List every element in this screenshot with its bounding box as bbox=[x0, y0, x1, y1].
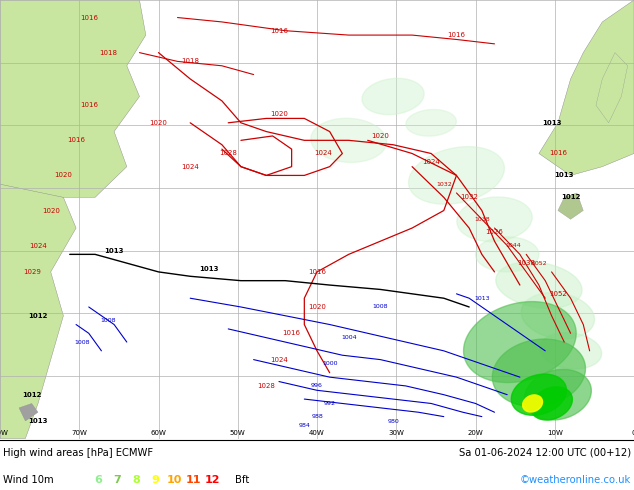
Text: 1016: 1016 bbox=[270, 28, 288, 34]
Text: 1013: 1013 bbox=[555, 172, 574, 178]
Text: 1052: 1052 bbox=[549, 291, 567, 297]
Text: 1016: 1016 bbox=[308, 269, 326, 275]
Polygon shape bbox=[558, 193, 583, 220]
Text: ©weatheronline.co.uk: ©weatheronline.co.uk bbox=[520, 475, 631, 485]
Text: 10: 10 bbox=[167, 475, 182, 485]
Text: 1016: 1016 bbox=[448, 32, 465, 38]
Polygon shape bbox=[522, 395, 543, 412]
Text: 1013: 1013 bbox=[200, 266, 219, 272]
Polygon shape bbox=[457, 197, 532, 242]
Text: 1020: 1020 bbox=[372, 133, 389, 139]
Text: 1013: 1013 bbox=[105, 248, 124, 254]
Text: 1018: 1018 bbox=[99, 49, 117, 56]
Text: 1024: 1024 bbox=[29, 243, 47, 248]
Text: 60W: 60W bbox=[150, 430, 167, 437]
Polygon shape bbox=[493, 339, 585, 407]
Text: 1020: 1020 bbox=[42, 207, 60, 214]
Polygon shape bbox=[0, 0, 146, 197]
Text: 1052: 1052 bbox=[531, 261, 547, 266]
Text: 988: 988 bbox=[311, 414, 323, 419]
Text: 1004: 1004 bbox=[341, 335, 356, 340]
Polygon shape bbox=[540, 333, 602, 369]
Text: 1032: 1032 bbox=[460, 195, 478, 200]
Text: 10W: 10W bbox=[547, 430, 563, 437]
Text: 1029: 1029 bbox=[23, 269, 41, 275]
Text: 20W: 20W bbox=[468, 430, 483, 437]
Text: 30W: 30W bbox=[388, 430, 404, 437]
Polygon shape bbox=[406, 109, 456, 136]
Polygon shape bbox=[311, 118, 387, 162]
Text: 1016: 1016 bbox=[80, 15, 98, 21]
Text: 1008: 1008 bbox=[373, 304, 388, 310]
Text: 7: 7 bbox=[113, 475, 121, 485]
Text: 1020: 1020 bbox=[308, 304, 326, 310]
Text: 1013: 1013 bbox=[29, 418, 48, 424]
Text: 1016: 1016 bbox=[80, 102, 98, 108]
Text: 1013: 1013 bbox=[542, 120, 561, 126]
Polygon shape bbox=[0, 184, 76, 439]
Text: 1024: 1024 bbox=[422, 159, 440, 165]
Text: 1013: 1013 bbox=[474, 295, 489, 301]
Text: 6: 6 bbox=[94, 475, 102, 485]
Text: 1020: 1020 bbox=[55, 172, 72, 178]
Polygon shape bbox=[511, 374, 567, 416]
Text: 1028: 1028 bbox=[219, 150, 237, 156]
Text: 1012: 1012 bbox=[22, 392, 41, 398]
Text: High wind areas [hPa] ECMWF: High wind areas [hPa] ECMWF bbox=[3, 448, 153, 458]
Text: 1016: 1016 bbox=[283, 330, 301, 336]
Polygon shape bbox=[362, 78, 424, 115]
Text: 50W: 50W bbox=[230, 430, 245, 437]
Text: 9: 9 bbox=[152, 475, 159, 485]
Text: 1020: 1020 bbox=[270, 111, 288, 117]
Text: Sa 01-06-2024 12:00 UTC (00+12): Sa 01-06-2024 12:00 UTC (00+12) bbox=[459, 448, 631, 458]
Text: 11: 11 bbox=[186, 475, 201, 485]
Text: 996: 996 bbox=[311, 383, 323, 389]
Text: 70W: 70W bbox=[71, 430, 87, 437]
Polygon shape bbox=[19, 403, 38, 421]
Polygon shape bbox=[463, 302, 576, 383]
Polygon shape bbox=[476, 237, 539, 272]
Text: 1024: 1024 bbox=[270, 357, 288, 363]
Text: 0: 0 bbox=[631, 430, 634, 437]
Text: 992: 992 bbox=[324, 401, 335, 406]
Polygon shape bbox=[524, 369, 592, 420]
Text: 1038: 1038 bbox=[474, 217, 489, 222]
Text: 1008: 1008 bbox=[75, 340, 90, 344]
Polygon shape bbox=[496, 262, 582, 308]
Polygon shape bbox=[539, 0, 634, 175]
Polygon shape bbox=[521, 293, 595, 339]
Text: 1000: 1000 bbox=[322, 362, 337, 367]
Text: 1012: 1012 bbox=[561, 195, 580, 200]
Polygon shape bbox=[531, 387, 573, 420]
Text: Bft: Bft bbox=[235, 475, 249, 485]
Text: 1012: 1012 bbox=[29, 313, 48, 319]
Text: 1018: 1018 bbox=[181, 58, 199, 64]
Text: 1016: 1016 bbox=[67, 137, 85, 144]
Text: 8: 8 bbox=[133, 475, 140, 485]
Text: 1024: 1024 bbox=[181, 164, 199, 170]
Text: 1024: 1024 bbox=[314, 150, 332, 156]
Text: 1008: 1008 bbox=[100, 318, 115, 322]
Text: 980: 980 bbox=[387, 418, 399, 423]
Text: 1038: 1038 bbox=[517, 260, 535, 266]
Text: Wind 10m: Wind 10m bbox=[3, 475, 54, 485]
Text: 1044: 1044 bbox=[506, 243, 521, 248]
Polygon shape bbox=[596, 52, 628, 123]
Text: 1026: 1026 bbox=[486, 229, 503, 235]
Text: 12: 12 bbox=[205, 475, 220, 485]
Text: 1020: 1020 bbox=[150, 120, 167, 126]
Text: 1028: 1028 bbox=[257, 383, 275, 389]
Polygon shape bbox=[409, 147, 504, 204]
Text: 1032: 1032 bbox=[436, 182, 451, 187]
Text: 984: 984 bbox=[299, 423, 310, 428]
Text: 80W: 80W bbox=[0, 430, 8, 437]
Text: 40W: 40W bbox=[309, 430, 325, 437]
Text: 1016: 1016 bbox=[549, 150, 567, 156]
